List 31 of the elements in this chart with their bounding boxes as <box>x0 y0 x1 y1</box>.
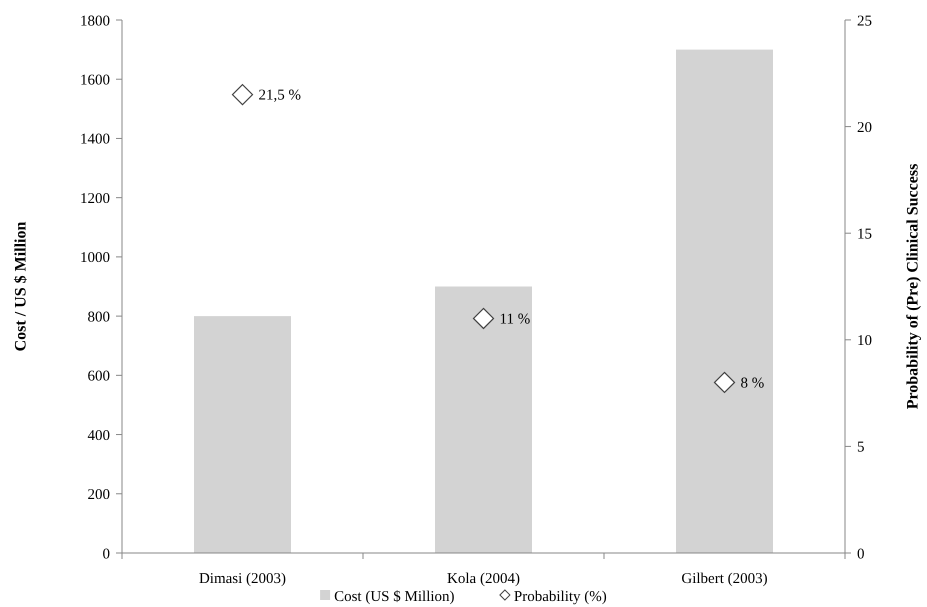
y-tick-label: 1000 <box>80 250 110 266</box>
bar <box>676 50 773 553</box>
legend-label: Probability (%) <box>514 589 607 605</box>
y-tick-label: 0 <box>102 546 110 562</box>
x-tick-label: Kola (2004) <box>447 571 520 587</box>
data-label: 21,5 % <box>258 88 301 104</box>
data-label: 11 % <box>500 311 530 328</box>
point <box>714 372 736 394</box>
y-tick-label: 600 <box>88 368 110 385</box>
y2-tick-label: 20 <box>857 120 872 136</box>
y-tick-label: 1200 <box>80 190 110 207</box>
y-tick-label: 800 <box>88 309 110 326</box>
y2-tick-label: 25 <box>857 13 872 30</box>
x-tick-label: Gilbert (2003) <box>681 571 768 587</box>
y-axis-title: Cost / US $ Million <box>12 222 30 352</box>
y2-tick-label: 10 <box>857 333 872 350</box>
x-tick-label: Dimasi (2003) <box>198 571 286 587</box>
point <box>472 308 494 330</box>
y2-tick-label: 5 <box>857 440 864 456</box>
y-tick-label: 1400 <box>80 132 110 148</box>
y2-tick-label: 0 <box>857 546 864 562</box>
y2-axis-title: Probability of (Pre) Clinical Success <box>904 164 922 410</box>
y-tick-label: 200 <box>88 487 110 504</box>
y-tick-label: 1800 <box>80 13 110 30</box>
bar <box>435 286 532 553</box>
bar <box>194 316 291 553</box>
y2-tick-label: 15 <box>857 226 872 242</box>
data-label: 8 % <box>740 375 764 392</box>
y-tick-label: 1600 <box>80 72 110 88</box>
y-tick-label: 400 <box>88 428 110 444</box>
legend-label: Cost (US $ Million) <box>334 589 455 605</box>
